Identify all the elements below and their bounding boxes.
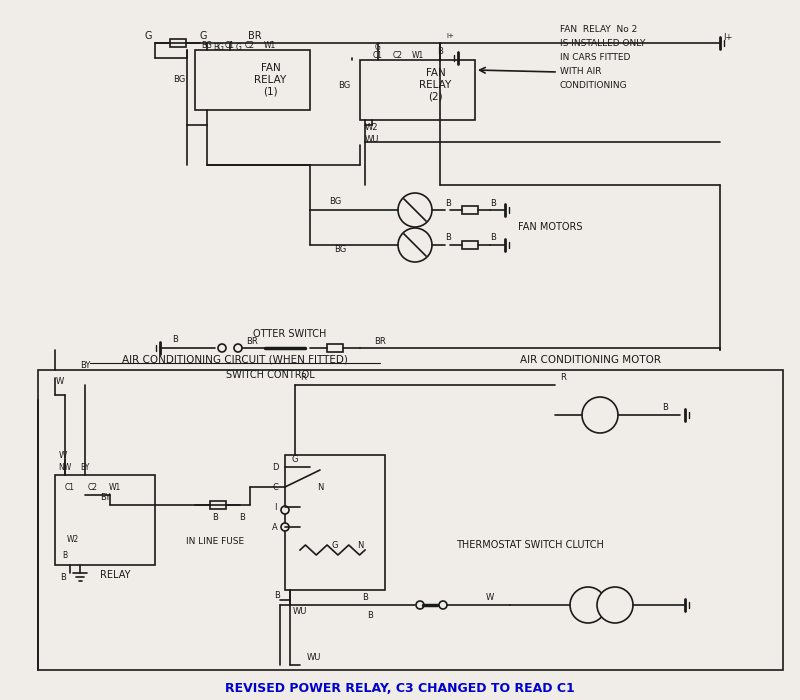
Text: B: B [445, 199, 451, 207]
Bar [462, 206, 478, 214]
Text: WU: WU [293, 608, 307, 617]
Text: C2: C2 [88, 482, 98, 491]
Text: G: G [375, 43, 381, 52]
Circle shape [582, 397, 618, 433]
Text: BG: BG [334, 246, 346, 255]
Text: R: R [300, 372, 306, 382]
Text: BY: BY [100, 493, 110, 501]
Bar [360, 60, 475, 120]
Text: C: C [272, 482, 278, 491]
Text: IS INSTALLED ONLY: IS INSTALLED ONLY [560, 39, 646, 48]
Text: AIR CONDITIONING CIRCUIT (WHEN FITTED): AIR CONDITIONING CIRCUIT (WHEN FITTED) [122, 355, 348, 365]
Bar [462, 241, 478, 249]
Circle shape [398, 193, 432, 227]
Text: FAN
RELAY
(2): FAN RELAY (2) [419, 69, 452, 102]
Text: BR: BR [374, 337, 386, 346]
Text: FAN  RELAY  No 2: FAN RELAY No 2 [560, 25, 638, 34]
Text: B: B [445, 234, 451, 242]
Text: G: G [199, 31, 206, 41]
Text: C1: C1 [225, 41, 235, 50]
Text: C1: C1 [65, 482, 75, 491]
Text: BG: BG [329, 197, 341, 206]
Text: REVISED POWER RELAY, C3 CHANGED TO READ C1: REVISED POWER RELAY, C3 CHANGED TO READ … [225, 682, 575, 694]
Text: BY: BY [80, 360, 90, 370]
Text: SWITCH CONTROL: SWITCH CONTROL [226, 370, 314, 380]
Text: G: G [144, 31, 152, 41]
Text: A: A [272, 522, 278, 531]
Circle shape [439, 601, 447, 609]
Bar [327, 344, 343, 352]
Text: W2: W2 [365, 123, 378, 132]
Text: OTTER SWITCH: OTTER SWITCH [254, 329, 326, 339]
Text: B: B [274, 591, 280, 599]
Text: C2: C2 [393, 52, 403, 60]
Text: C1: C1 [373, 52, 383, 60]
Text: N: N [357, 540, 363, 550]
Text: BY: BY [80, 463, 90, 472]
Text: BG: BG [214, 43, 225, 52]
Text: G: G [292, 456, 298, 465]
Text: W1: W1 [412, 52, 424, 60]
Text: W: W [59, 451, 67, 459]
Bar [195, 50, 310, 110]
Text: W: W [56, 377, 64, 386]
Text: RELAY: RELAY [100, 570, 130, 580]
Bar [285, 455, 385, 590]
Circle shape [398, 228, 432, 262]
Text: D: D [272, 463, 278, 472]
Text: IN LINE FUSE: IN LINE FUSE [186, 538, 244, 547]
Text: G: G [332, 540, 338, 550]
Bar [55, 475, 155, 565]
Text: W1: W1 [109, 482, 121, 491]
Text: BR: BR [248, 31, 262, 41]
Text: B: B [60, 573, 66, 582]
Text: R: R [560, 372, 566, 382]
Text: THERMOSTAT SWITCH CLUTCH: THERMOSTAT SWITCH CLUTCH [456, 540, 604, 550]
Circle shape [416, 601, 424, 609]
Text: BR: BR [246, 337, 258, 346]
Text: B: B [490, 234, 496, 242]
Text: G: G [236, 43, 242, 52]
Text: BG: BG [173, 76, 185, 85]
Text: AIR CONDITIONING MOTOR: AIR CONDITIONING MOTOR [519, 355, 661, 365]
Text: FAN MOTORS: FAN MOTORS [518, 223, 582, 232]
Text: W2: W2 [67, 536, 79, 545]
Bar [38, 370, 783, 670]
Circle shape [281, 523, 289, 531]
Text: B: B [239, 512, 245, 522]
Circle shape [234, 344, 242, 352]
Text: B: B [212, 512, 218, 522]
Text: C2: C2 [245, 41, 255, 50]
Text: FAN
RELAY
(1): FAN RELAY (1) [254, 64, 286, 97]
Text: I+: I+ [723, 34, 733, 43]
Bar [210, 501, 226, 509]
Circle shape [218, 344, 226, 352]
Text: WU: WU [307, 654, 322, 662]
Text: B: B [172, 335, 178, 344]
Text: B: B [490, 199, 496, 207]
Text: WITH AIR: WITH AIR [560, 67, 602, 76]
Circle shape [281, 506, 289, 514]
Text: IN CARS FITTED: IN CARS FITTED [560, 53, 630, 62]
Text: W1: W1 [264, 41, 276, 50]
Text: B: B [437, 48, 443, 57]
Text: B: B [662, 402, 668, 412]
Text: BG: BG [338, 80, 350, 90]
Text: B: B [62, 550, 67, 559]
Text: B: B [367, 610, 373, 620]
Text: NW: NW [58, 463, 72, 472]
Bar [170, 39, 186, 47]
Text: N: N [317, 482, 323, 491]
Text: BG: BG [202, 41, 213, 50]
Circle shape [597, 587, 633, 623]
Text: B: B [362, 592, 368, 601]
Text: WU: WU [365, 136, 379, 144]
Circle shape [570, 587, 606, 623]
Text: CONDITIONING: CONDITIONING [560, 81, 628, 90]
Text: I: I [274, 503, 276, 512]
Text: W: W [486, 592, 494, 601]
Text: I+: I+ [446, 33, 454, 39]
